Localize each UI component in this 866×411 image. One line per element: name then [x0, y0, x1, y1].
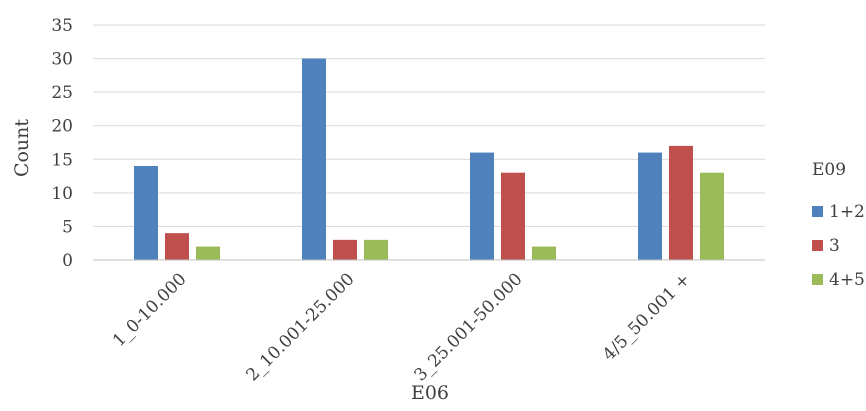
legend-label: 4+5	[829, 270, 865, 290]
bar-4-series-1	[638, 152, 662, 260]
x-tick-label: 2_10.001-25.000	[243, 269, 359, 385]
bar-3-series-2	[501, 172, 525, 260]
y-tick-label: 20	[51, 117, 73, 137]
y-tick-label: 30	[51, 50, 73, 70]
x-axis-title: E06	[411, 382, 449, 404]
legend-swatch	[812, 274, 823, 285]
y-tick-label: 10	[51, 184, 73, 204]
bar-1-series-2	[165, 233, 189, 260]
legend-items: 1+2 3 4+5	[812, 202, 865, 290]
y-tick-label: 25	[51, 83, 73, 103]
legend-swatch	[812, 206, 823, 217]
legend-title: E09	[812, 160, 846, 180]
x-tick-label: 3_25.001-50.000	[411, 269, 527, 385]
y-tick-label: 5	[62, 217, 73, 237]
legend-swatch	[812, 240, 823, 251]
y-tick-label: 15	[51, 150, 73, 170]
x-tick-label: 4/5_50.001 +	[599, 269, 694, 364]
x-axis-ticks: 1_0-10.000 2_10.001-25.000 3_25.001-50.000…	[109, 269, 695, 385]
bar-4-series-3	[700, 172, 724, 260]
bar-2-series-3	[364, 239, 388, 260]
y-axis-title: Count	[11, 119, 33, 177]
bar-2-series-1	[302, 58, 326, 261]
legend: E09 1+2 3 4+5	[812, 160, 865, 290]
y-tick-label: 0	[62, 251, 73, 271]
bar-1-series-3	[196, 246, 220, 260]
bar-1-series-1	[134, 166, 158, 260]
bar-4-series-2	[669, 145, 693, 260]
x-tick-label: 1_0-10.000	[109, 269, 191, 351]
legend-label: 1+2	[829, 202, 865, 222]
legend-label: 3	[829, 236, 840, 256]
bar-2-series-2	[333, 239, 357, 260]
bars	[134, 58, 724, 261]
bar-3-series-3	[532, 246, 556, 260]
y-tick-label: 35	[51, 16, 73, 36]
y-axis-ticks: 0 5 10 15 20 25 30 35	[51, 16, 73, 271]
bar-3-series-1	[470, 152, 494, 260]
gridlines	[93, 24, 765, 227]
